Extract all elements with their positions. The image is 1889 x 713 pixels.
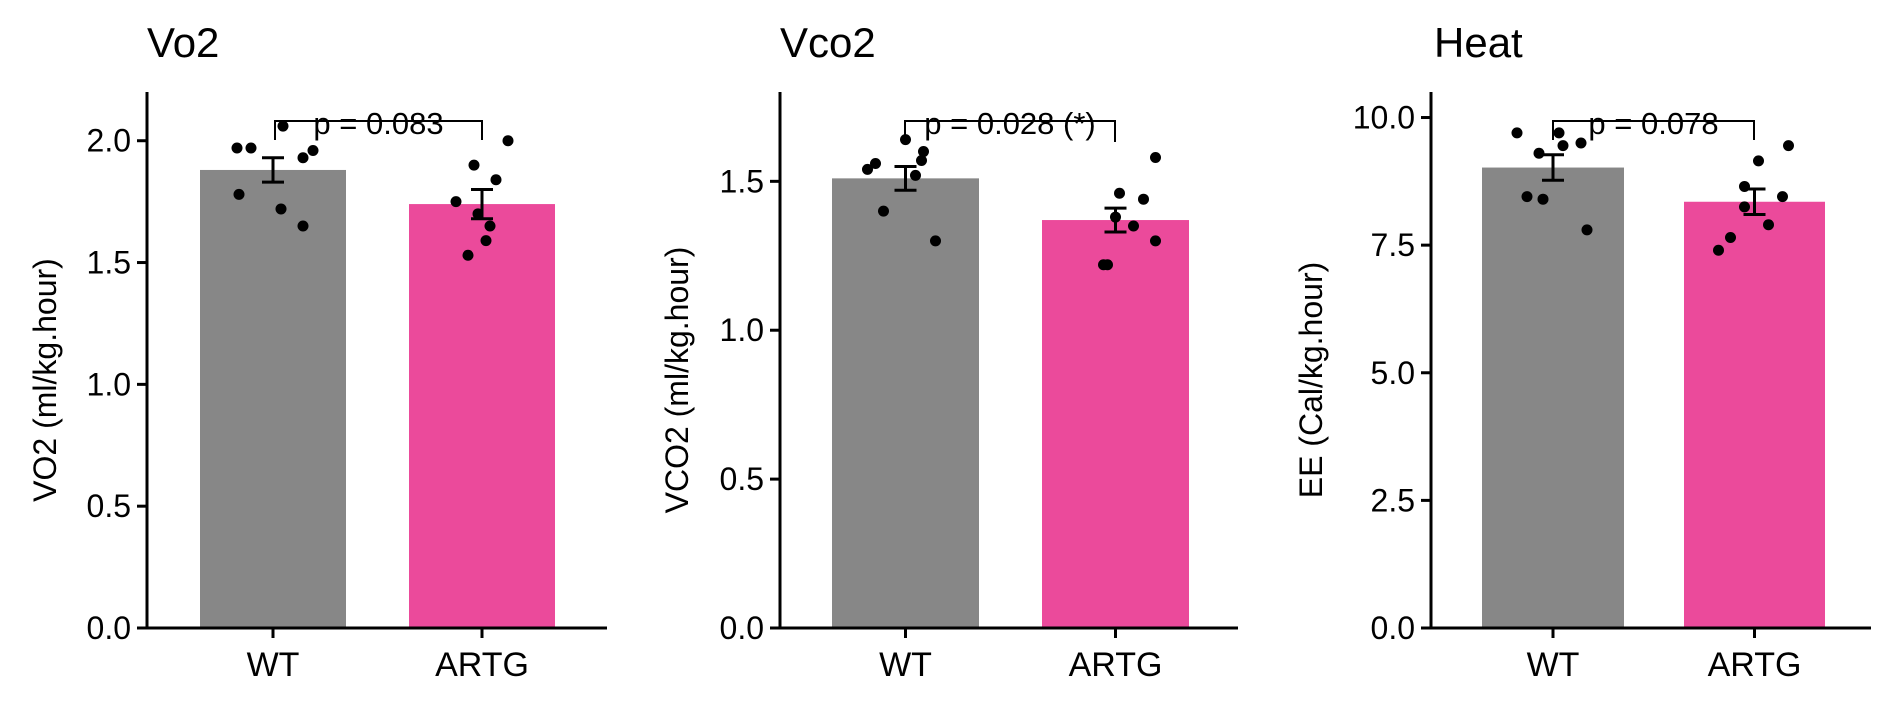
panel-2-x-tick-label-wt: WT bbox=[879, 646, 932, 684]
panel-1-point-artg-4 bbox=[484, 220, 496, 232]
panel-1-title: Vo2 bbox=[147, 19, 219, 66]
panel-1-point-artg-6 bbox=[468, 159, 480, 171]
panel-3-point-artg-7 bbox=[1777, 191, 1788, 203]
panel-2-point-artg-2 bbox=[1102, 259, 1113, 271]
panel-1-x-tick-label-artg: ARTG bbox=[435, 646, 529, 684]
panel-1-significance-bracket bbox=[274, 120, 483, 140]
panel-2-y-axis-label: VCO2 (ml/kg.hour) bbox=[659, 247, 695, 514]
panel-3-x-tick-label-wt: WT bbox=[1527, 646, 1580, 684]
panel-2-point-wt-8 bbox=[930, 235, 941, 247]
panel-3-point-artg-3 bbox=[1739, 201, 1750, 213]
panel-1-point-wt-1 bbox=[231, 142, 243, 154]
panel-3-point-wt-1 bbox=[1511, 127, 1523, 139]
panel-1-y-tick-label: 0.5 bbox=[87, 488, 131, 524]
panel-2-bar-artg bbox=[1042, 220, 1189, 629]
panel-2-y-tick-label: 1.5 bbox=[720, 163, 764, 199]
panel-1-bar-wt bbox=[200, 169, 346, 629]
panel-1-point-wt-7 bbox=[307, 144, 319, 156]
panel-3-point-artg-1 bbox=[1713, 244, 1724, 256]
panel-3-y-tick-label: 10.0 bbox=[1353, 100, 1415, 136]
panel-2-point-wt-1 bbox=[862, 163, 873, 175]
panel-1-point-artg-1 bbox=[450, 196, 462, 208]
panel-3-point-artg-2 bbox=[1725, 231, 1736, 243]
panel-2-point-artg-4 bbox=[1114, 187, 1125, 199]
panel-2-y-tick-label: 0.0 bbox=[720, 610, 764, 646]
panel-3-error-bar-artg bbox=[1743, 187, 1766, 217]
panel-3-error-bar-wt bbox=[1542, 153, 1564, 182]
panel-1-y-tick-label: 0.0 bbox=[87, 610, 131, 646]
panel-3-y-tick-label: 5.0 bbox=[1371, 355, 1415, 391]
panel-2-x-tick-label-artg: ARTG bbox=[1069, 646, 1163, 684]
panel-3-y-tick-label: 7.5 bbox=[1371, 227, 1415, 263]
panel-1-y-tick-label: 2.0 bbox=[87, 123, 131, 159]
panel-1-y-tick-label: 1.5 bbox=[87, 245, 131, 281]
panel-3-point-wt-4 bbox=[1537, 193, 1549, 205]
panel-2-y-tick-label: 1.0 bbox=[720, 312, 764, 348]
panel-1-point-wt-3 bbox=[233, 188, 245, 200]
panel-2-point-wt-3 bbox=[878, 205, 889, 217]
panel-3-y-tick-label: 2.5 bbox=[1371, 482, 1415, 518]
panel-3-point-wt-6 bbox=[1557, 140, 1569, 152]
panel-2-point-wt-5 bbox=[910, 169, 921, 181]
panel-1-y-axis-label: VO2 (ml/kg.hour) bbox=[27, 258, 63, 502]
panel-3-point-artg-8 bbox=[1783, 140, 1794, 152]
panel-1-point-artg-3 bbox=[480, 235, 492, 247]
panel-3-y-axis-label: EE (Cal/kg.hour) bbox=[1293, 262, 1329, 499]
panel-1-point-wt-5 bbox=[275, 203, 287, 215]
panel-3-point-wt-5 bbox=[1553, 127, 1565, 139]
panel-2-title: Vco2 bbox=[780, 19, 876, 66]
panel-3-x-tick-label-artg: ARTG bbox=[1708, 646, 1802, 684]
panel-1-point-artg-7 bbox=[490, 174, 502, 186]
panel-3-significance-bracket bbox=[1552, 120, 1755, 140]
panel-2-point-artg-6 bbox=[1138, 193, 1149, 205]
panel-3-p-value: p = 0.078 bbox=[1588, 106, 1718, 141]
panel-2-point-wt-7 bbox=[916, 154, 927, 166]
panel-2-p-value: p = 0.028 (*) bbox=[924, 106, 1095, 141]
panel-3-bar-artg bbox=[1684, 201, 1825, 628]
panel-2-error-bar-wt bbox=[894, 164, 917, 192]
panel-3-point-artg-6 bbox=[1763, 219, 1774, 231]
panel-1-point-wt-8 bbox=[297, 220, 309, 232]
panel-1-point-wt-6 bbox=[297, 152, 309, 164]
panel-1-p-value: p = 0.083 bbox=[313, 106, 443, 141]
panel-3-point-wt-2 bbox=[1521, 191, 1533, 203]
panel-3-bar-wt bbox=[1482, 167, 1624, 628]
panel-1-x-tick-label-wt: WT bbox=[247, 646, 300, 684]
panel-1-error-bar-wt bbox=[262, 156, 284, 184]
panel-1-point-artg-8 bbox=[502, 135, 514, 147]
panel-1-bar-artg bbox=[409, 204, 555, 628]
panel-3-point-artg-5 bbox=[1753, 155, 1764, 167]
panel-2-bar-wt bbox=[832, 178, 979, 628]
panel-2-point-wt-6 bbox=[918, 146, 929, 158]
panel-2-y-tick-label: 0.5 bbox=[720, 461, 764, 497]
panel-2-error-bar-artg bbox=[1104, 206, 1127, 234]
panel-2-point-wt-2 bbox=[870, 157, 881, 169]
panel-3-point-wt-8 bbox=[1581, 224, 1593, 236]
panel-1-error-bar-artg bbox=[471, 187, 493, 221]
panel-3-point-wt-3 bbox=[1533, 147, 1545, 159]
panel-3-point-wt-7 bbox=[1575, 137, 1587, 149]
panel-1-y-tick-label: 1.0 bbox=[87, 366, 131, 402]
panel-1-point-wt-2 bbox=[245, 142, 257, 154]
panel-3-title: Heat bbox=[1434, 19, 1523, 66]
panel-2-point-artg-8 bbox=[1150, 152, 1161, 164]
panel-2-point-artg-5 bbox=[1128, 220, 1139, 232]
panel-1-point-artg-2 bbox=[462, 249, 474, 261]
panel-3-y-tick-label: 0.0 bbox=[1371, 610, 1415, 646]
panel-2-significance-bracket bbox=[904, 120, 1116, 142]
panel-2-point-artg-7 bbox=[1150, 235, 1161, 247]
panel-1-point-wt-4 bbox=[277, 120, 289, 132]
